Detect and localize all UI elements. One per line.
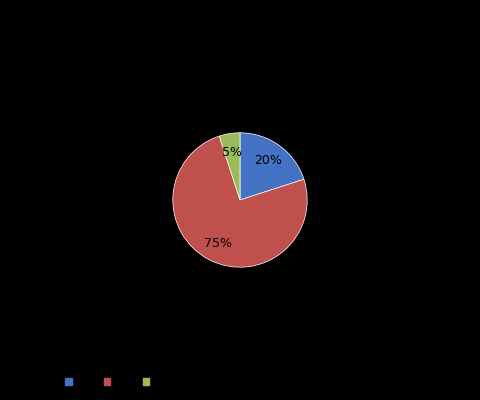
Legend: , , : , ,: [61, 373, 161, 391]
Wedge shape: [173, 136, 307, 267]
Wedge shape: [240, 133, 304, 200]
Wedge shape: [219, 133, 240, 200]
Text: 75%: 75%: [204, 237, 232, 250]
Text: 5%: 5%: [222, 146, 242, 159]
Text: 20%: 20%: [254, 154, 282, 167]
